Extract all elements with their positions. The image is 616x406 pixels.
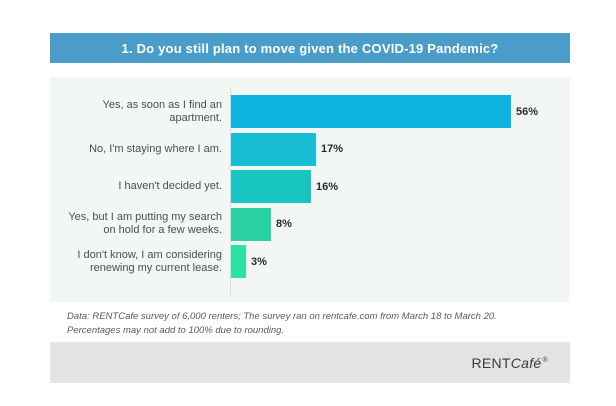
chart-row: I haven't decided yet. 16% <box>50 170 570 203</box>
bar <box>231 207 271 241</box>
chart-title: 1. Do you still plan to move given the C… <box>121 40 499 56</box>
chart-row: Yes, as soon as I find an apartment. 56% <box>50 95 570 128</box>
bar-area: 3% <box>231 245 570 278</box>
category-label: I haven't decided yet. <box>118 180 222 192</box>
chart-row: No, I'm staying where I am. 17% <box>50 132 570 166</box>
value-label: 16% <box>316 180 339 193</box>
value-label: 8% <box>276 218 292 230</box>
value-label: 17% <box>321 143 344 155</box>
footnote: Data: RENTCafe survey of 6,000 renters; … <box>67 310 557 338</box>
category-label: Yes, as soon as I find an apartment. <box>102 98 222 124</box>
chart-row: I don't know, I am considering renewing … <box>50 245 570 278</box>
category-label: Yes, but I am putting my search on hold … <box>68 211 222 236</box>
bar-area: 56% <box>231 95 570 128</box>
footnote-line-2: Percentages may not add to 100% due to r… <box>67 325 285 336</box>
category-label: No, I'm staying where I am. <box>89 142 222 155</box>
chart-title-bar: 1. Do you still plan to move given the C… <box>50 33 570 63</box>
chart-rows: Yes, as soon as I find an apartment. 56% N… <box>50 95 570 278</box>
footnote-line-1: Data: RENTCafe survey of 6,000 renters; … <box>67 311 497 322</box>
rentcafe-logo: RENTCafé® <box>471 355 548 371</box>
bar-area: 8% <box>231 207 570 241</box>
value-label: 56% <box>516 105 539 118</box>
bar <box>231 95 511 128</box>
logo-rent-text: RENT <box>471 354 511 371</box>
chart-card: Yes, as soon as I find an apartment. 56% N… <box>50 77 570 302</box>
bar <box>231 132 316 166</box>
logo-cafe-text: Café <box>510 354 542 371</box>
axis-line <box>230 88 231 295</box>
bar-area: 17% <box>231 132 570 166</box>
value-label: 3% <box>251 255 267 268</box>
chart-row: Yes, but I am putting my search on hold … <box>50 207 570 241</box>
bar <box>231 245 246 278</box>
footer-bar: RENTCafé® <box>50 342 570 383</box>
logo-registered-mark: ® <box>542 356 548 364</box>
bar <box>231 170 311 203</box>
category-label: I don't know, I am considering renewing … <box>77 248 222 274</box>
bar-area: 16% <box>231 170 570 203</box>
